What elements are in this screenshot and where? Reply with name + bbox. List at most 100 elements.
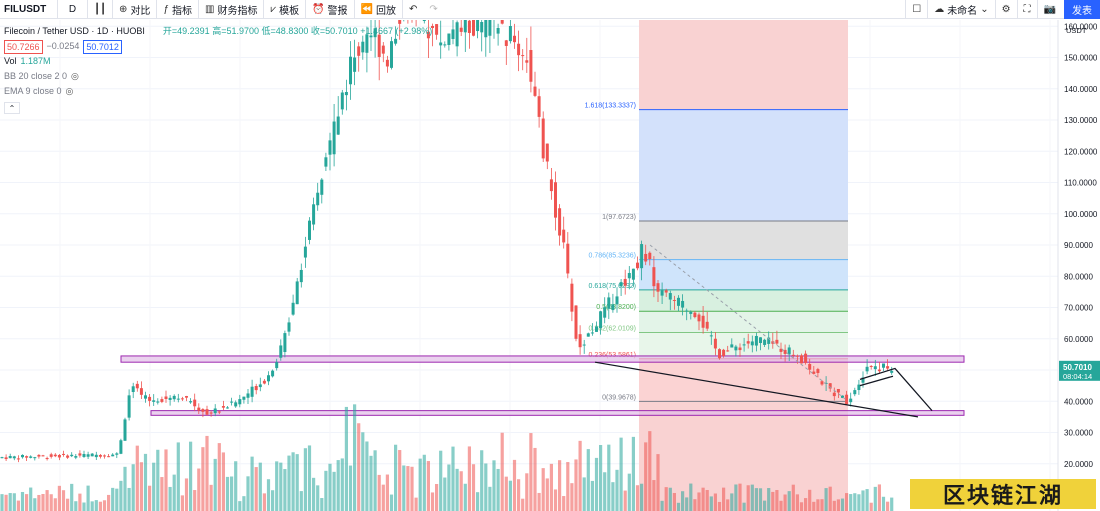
- title-row: Filecoin / Tether USD · 1D · HUOBI 开=49.…: [4, 24, 432, 39]
- collapse-legend-button[interactable]: ⌃: [4, 102, 20, 114]
- candle-body: [652, 267, 656, 287]
- volume-bar: [828, 486, 832, 511]
- undo-button[interactable]: ↶: [403, 0, 423, 19]
- volume-bar: [377, 474, 381, 511]
- fibonacci-retracement: 1(97.6723) 0.786(85.3236) 0.618(75.6292) 0.…: [585, 20, 848, 511]
- candle-body: [603, 307, 607, 318]
- volume-bar: [152, 462, 156, 511]
- volume-bar: [25, 494, 29, 511]
- volume-bar: [135, 445, 139, 511]
- fib-level-label: 1(97.6723): [602, 214, 636, 221]
- interval-button[interactable]: D: [58, 0, 88, 19]
- candle-body: [664, 290, 668, 293]
- fib-trend-line: [649, 244, 849, 402]
- candle-body: [320, 179, 324, 195]
- volume-bar: [410, 466, 414, 511]
- volume-bar: [389, 494, 394, 511]
- candle-body: [886, 366, 890, 369]
- trendlines: [594, 244, 933, 418]
- volume-bar: [734, 484, 738, 511]
- fib-level-label: 0.786(85.3236): [589, 253, 636, 260]
- candle-body: [21, 454, 24, 458]
- volume-bar: [722, 487, 726, 511]
- volume-bar: [365, 441, 369, 511]
- volume-bar: [197, 468, 201, 511]
- grid-lines: [0, 20, 1058, 511]
- candle-body: [98, 454, 102, 457]
- symbol-search[interactable]: FILUSDT: [0, 0, 58, 19]
- candle-body: [94, 454, 98, 458]
- candle-body: [504, 40, 508, 46]
- volume-bar: [644, 442, 648, 511]
- symbol-title: Filecoin / Tether USD · 1D · HUOBI: [4, 26, 145, 36]
- price-tick-label: 150.0000: [1064, 54, 1098, 63]
- compare-button[interactable]: ⊕ 对比: [113, 0, 158, 19]
- candlesticks: [0, 20, 894, 463]
- financials-button[interactable]: ▥ 财务指标: [199, 0, 265, 19]
- candle-body: [873, 366, 877, 370]
- settings-button[interactable]: ⚙: [994, 0, 1017, 19]
- eye-hidden-icon[interactable]: ◎: [65, 86, 74, 96]
- candle-body: [357, 46, 361, 56]
- candle-body: [529, 50, 533, 82]
- volume-bar: [816, 499, 820, 511]
- volume-bar: [271, 490, 275, 511]
- bid-price[interactable]: 50.7266: [4, 39, 43, 54]
- volume-bar: [545, 478, 549, 511]
- snapshot-button[interactable]: 📷: [1036, 0, 1062, 19]
- candle-body: [849, 398, 853, 403]
- volume-bar: [357, 423, 361, 511]
- volume-bar: [529, 433, 533, 511]
- candle-body: [369, 35, 373, 38]
- volume-bar: [160, 477, 164, 511]
- volume-bar: [660, 500, 664, 511]
- candle-body: [62, 453, 65, 455]
- volume-bar: [94, 500, 98, 511]
- volume-bar: [86, 485, 90, 511]
- candle-body: [238, 399, 242, 405]
- candle-body: [336, 116, 340, 135]
- volume-bar: [603, 472, 607, 511]
- volume-bar: [193, 490, 197, 511]
- candle-body: [164, 396, 168, 400]
- volume-bar: [307, 445, 312, 511]
- volume-bar: [590, 480, 594, 511]
- volume-bar: [422, 454, 426, 511]
- layout-toggle[interactable]: ☐: [905, 0, 927, 19]
- publish-button[interactable]: 发表: [1064, 0, 1100, 19]
- volume-bar: [877, 484, 881, 511]
- volume-bar: [570, 483, 574, 511]
- candle-body: [541, 118, 545, 159]
- candle-body: [586, 333, 590, 337]
- volume-bar: [353, 404, 357, 511]
- volume-bar: [845, 493, 849, 511]
- fib-zone: [639, 109, 848, 222]
- indicators-button[interactable]: ƒ 指标: [157, 0, 199, 19]
- save-layout-button[interactable]: ☁ 未命名 ⌄: [927, 0, 994, 19]
- candle-body: [816, 369, 820, 373]
- volume-bar: [123, 466, 127, 511]
- alert-button[interactable]: ⏰ 警报: [306, 0, 355, 19]
- fullscreen-button[interactable]: ⛶: [1016, 0, 1037, 19]
- candle-style-button[interactable]: ┃┃: [88, 0, 114, 19]
- candle-body: [611, 304, 615, 311]
- ask-price[interactable]: 50.7012: [83, 39, 122, 54]
- price-tick-label: 100.0000: [1064, 210, 1098, 219]
- redo-button[interactable]: ↷: [423, 0, 443, 19]
- volume-bar: [225, 476, 230, 511]
- replay-button[interactable]: ⏪ 回放: [355, 0, 403, 19]
- volume-bar: [521, 498, 525, 511]
- volume-bar: [717, 501, 722, 511]
- templates-button[interactable]: ⩗ 模板: [264, 0, 307, 19]
- candle-body: [820, 381, 824, 385]
- volume-bar: [549, 463, 553, 511]
- candle-body: [595, 326, 598, 332]
- fib-zone: [639, 221, 848, 260]
- volume-bar: [640, 483, 644, 511]
- price-tick-label: 40.0000: [1064, 397, 1093, 406]
- volume-bar: [180, 495, 184, 511]
- camera-icon: 📷: [1043, 4, 1056, 15]
- volume-bar: [172, 474, 176, 511]
- eye-hidden-icon[interactable]: ◎: [71, 71, 79, 81]
- price-chart[interactable]: 1(97.6723) 0.786(85.3236) 0.618(75.6292) 0.…: [0, 20, 1100, 511]
